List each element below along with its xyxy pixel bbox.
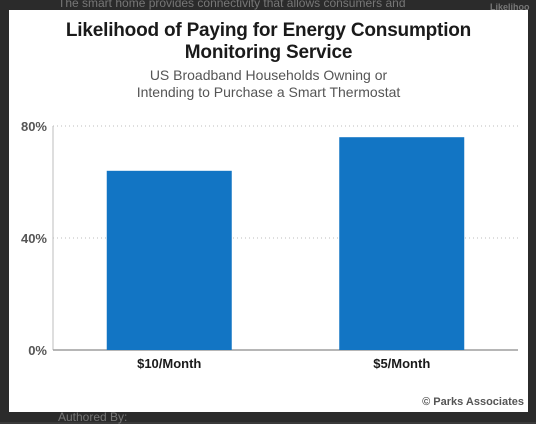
- chart-subtitle-line-2: Intending to Purchase a Smart Thermostat: [136, 84, 401, 100]
- chart-card: Likelihood of Paying for Energy Consumpt…: [9, 10, 528, 412]
- y-tick-label: 40%: [21, 231, 47, 246]
- bar-2: [339, 137, 465, 350]
- y-tick-label: 80%: [21, 119, 47, 134]
- tick-labels: 0% 40% 80% $10/Month $5/Month: [21, 119, 430, 371]
- bar-chart: 0% 40% 80% $10/Month $5/Month: [21, 119, 518, 371]
- chart-subtitle: US Broadband Households Owning or Intend…: [9, 67, 528, 101]
- chart-title: Likelihood of Paying for Energy Consumpt…: [9, 20, 528, 64]
- background-article-text: The smart home provides connectivity tha…: [58, 0, 406, 10]
- background-sidebar-text: Likelihoo: [490, 2, 530, 12]
- source-credit: © Parks Associates: [422, 396, 524, 408]
- y-tick-label: 0%: [28, 343, 47, 358]
- bar-1: [106, 170, 232, 350]
- x-tick-label: $10/Month: [137, 356, 201, 371]
- bars: [106, 137, 465, 350]
- chart-title-line-1: Likelihood of Paying for Energy Consumpt…: [65, 20, 472, 41]
- x-tick-label: $5/Month: [373, 356, 430, 371]
- chart-title-line-2: Monitoring Service: [184, 42, 353, 63]
- background-author-label: Authored By:: [58, 410, 128, 424]
- gridlines: [53, 125, 518, 239]
- chart-subtitle-line-1: US Broadband Households Owning or: [149, 67, 388, 83]
